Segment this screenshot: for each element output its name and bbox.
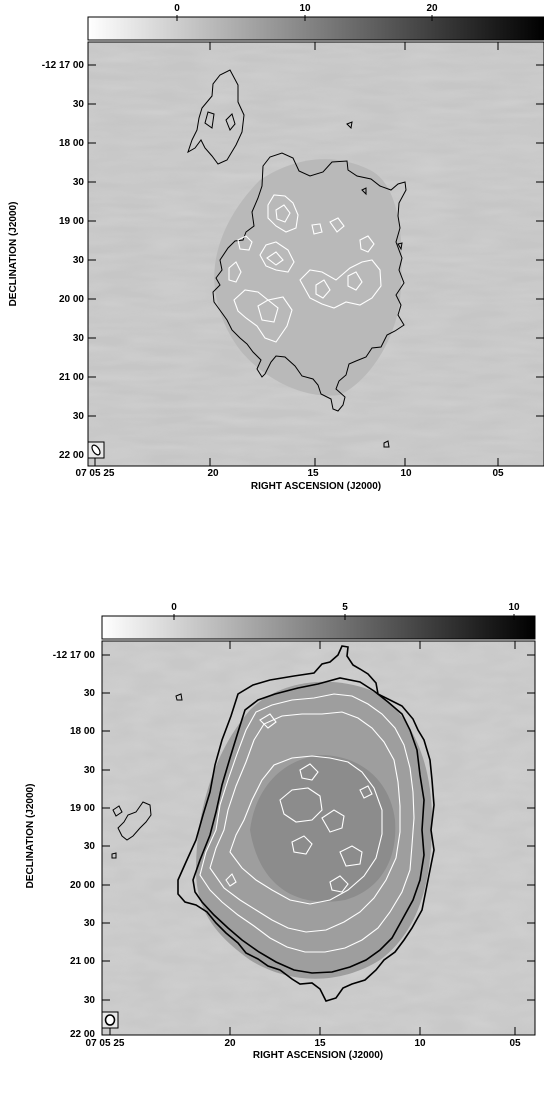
dec-tick-label: 30	[73, 411, 85, 422]
dec-tick-label: 20 00	[70, 880, 95, 891]
y-axis-title: DECLINATION (J2000)	[8, 202, 19, 307]
radio-map-1	[88, 42, 544, 466]
contour	[329, 217, 345, 233]
colorbar: 0 5 10	[101, 602, 536, 640]
colorbar-tick-label: 20	[426, 3, 438, 14]
contour	[228, 261, 242, 283]
ra-tick-label: 05	[509, 1038, 521, 1049]
dec-tick-label: 30	[84, 918, 96, 929]
colorbar-tick-label: 0	[171, 602, 177, 613]
dec-tick-label: 20 00	[59, 294, 84, 305]
contour	[275, 204, 291, 223]
contour	[259, 713, 277, 729]
colorbar-tick-label: 0	[174, 3, 180, 14]
dec-tick-label: 30	[84, 841, 96, 852]
dec-tick-label: 19 00	[70, 803, 95, 814]
contour	[299, 763, 319, 781]
contour	[279, 787, 323, 823]
panel-1: 0 10 20	[0, 0, 544, 500]
contour	[339, 845, 363, 867]
contour	[111, 852, 117, 859]
dec-tick-label: 22 00	[59, 450, 84, 461]
contour	[291, 835, 313, 855]
y-axis-title: DECLINATION (J2000)	[25, 784, 36, 889]
contour	[397, 242, 403, 251]
contour	[212, 152, 407, 412]
plot-frame	[87, 41, 544, 467]
contour	[209, 711, 401, 933]
contour	[225, 873, 237, 887]
panel-2: 0 5 10	[0, 590, 544, 1090]
dec-tick-label: 30	[73, 333, 85, 344]
ra-tick-label: 10	[414, 1038, 426, 1049]
contour	[229, 755, 383, 905]
contour	[329, 875, 349, 893]
contour	[112, 805, 123, 817]
ra-tick-label: 15	[314, 1038, 326, 1049]
dec-tick-label: -12 17 00	[42, 60, 85, 71]
contour	[267, 194, 299, 233]
dec-tick-label: 21 00	[59, 372, 84, 383]
x-axis-title: RIGHT ASCENSION (J2000)	[251, 481, 381, 492]
contour	[299, 259, 382, 309]
contour	[187, 69, 245, 165]
contour	[177, 645, 435, 1002]
dec-tick-label: 30	[73, 177, 85, 188]
dec-tick-label: 19 00	[59, 216, 84, 227]
ra-tick-label: 15	[307, 468, 319, 479]
colorbar-tick-label: 10	[508, 602, 520, 613]
ra-tick-label: 05	[492, 468, 504, 479]
contour	[233, 289, 293, 343]
emission-core	[250, 755, 396, 902]
beam-marker	[87, 441, 105, 459]
contour	[204, 111, 215, 129]
contour	[315, 279, 331, 299]
contour	[117, 801, 152, 841]
beam-marker	[101, 1011, 119, 1029]
dec-tick-label: 22 00	[70, 1029, 95, 1040]
dec-tick-label: 30	[73, 99, 85, 110]
contour	[192, 677, 425, 974]
contour	[257, 299, 279, 323]
contour	[347, 271, 363, 291]
emission-region	[214, 159, 402, 396]
radio-map-2	[102, 641, 535, 1035]
contour	[225, 113, 236, 131]
contour	[361, 187, 367, 196]
dec-axis: -12 17 00 30 18 00 30 19 00 30 20 00 30 …	[8, 60, 544, 461]
dec-tick-label: 18 00	[70, 726, 95, 737]
contour	[175, 693, 183, 701]
contour	[346, 121, 353, 130]
contour	[383, 440, 390, 448]
x-axis-title: RIGHT ASCENSION (J2000)	[253, 1050, 383, 1061]
ra-axis: 07 05 25 20 15 10 05 RIGHT ASCENSION (J2…	[86, 641, 521, 1061]
ra-tick-label: 07 05 25	[76, 468, 115, 479]
dec-axis: -12 17 00 30 18 00 30 19 00 30 20 00 30 …	[25, 650, 535, 1040]
colorbar: 0 10 20	[87, 3, 544, 41]
contour	[311, 223, 323, 235]
dec-tick-label: 30	[84, 765, 96, 776]
ra-tick-label: 10	[400, 468, 412, 479]
contour	[359, 785, 373, 799]
contour	[266, 251, 284, 266]
dec-tick-label: 21 00	[70, 956, 95, 967]
contour	[199, 693, 415, 953]
dec-tick-label: -12 17 00	[53, 650, 96, 661]
ra-axis: 07 05 25 20 15 10 05 RIGHT ASCENSION (J2…	[76, 42, 504, 492]
contour	[259, 241, 295, 273]
contour	[321, 809, 345, 833]
ra-tick-label: 20	[224, 1038, 236, 1049]
dec-tick-label: 30	[73, 255, 85, 266]
ra-tick-label: 20	[207, 468, 219, 479]
ra-tick-label: 07 05 25	[86, 1038, 125, 1049]
colorbar-tick-label: 10	[299, 3, 311, 14]
dec-tick-label: 18 00	[59, 138, 84, 149]
contour	[237, 235, 253, 251]
dec-tick-label: 30	[84, 688, 96, 699]
contour	[359, 235, 375, 253]
dec-tick-label: 30	[84, 995, 96, 1006]
plot-frame	[101, 640, 536, 1036]
colorbar-tick-label: 5	[342, 602, 348, 613]
